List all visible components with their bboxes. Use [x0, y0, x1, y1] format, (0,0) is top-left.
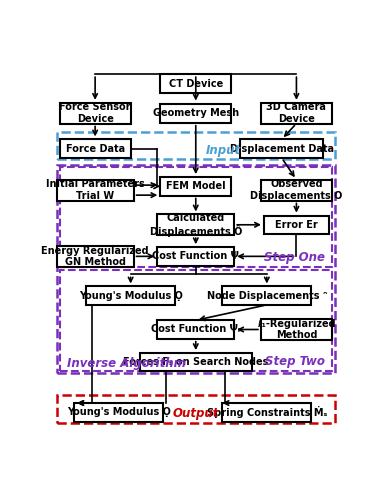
Text: FEM Model: FEM Model [166, 182, 226, 192]
Text: CT Device: CT Device [168, 79, 223, 89]
FancyBboxPatch shape [60, 102, 131, 124]
FancyBboxPatch shape [222, 403, 311, 421]
FancyBboxPatch shape [139, 353, 252, 372]
FancyBboxPatch shape [60, 140, 131, 158]
Text: Geometry Mesh: Geometry Mesh [153, 108, 239, 118]
Text: Node Displacements ᵔ: Node Displacements ᵔ [207, 290, 327, 300]
Text: Force Data: Force Data [66, 144, 125, 154]
Text: Cost Function Ψₗ: Cost Function Ψₗ [151, 324, 240, 334]
FancyBboxPatch shape [264, 216, 329, 234]
Text: Initial Parameters
Trial W: Initial Parameters Trial W [46, 180, 144, 201]
Text: Force Sensor
Device: Force Sensor Device [59, 102, 131, 124]
FancyBboxPatch shape [157, 214, 234, 235]
Text: Young's Modulus Ọ: Young's Modulus Ọ [67, 408, 171, 418]
FancyBboxPatch shape [157, 320, 234, 338]
Text: Displacement Data: Displacement Data [230, 144, 333, 154]
Text: Error Er: Error Er [275, 220, 318, 230]
Text: 3D Camera
Device: 3D Camera Device [267, 102, 326, 124]
Text: Observed
Displacements O: Observed Displacements O [250, 180, 343, 201]
FancyBboxPatch shape [160, 104, 231, 123]
Text: Input: Input [206, 144, 241, 156]
FancyBboxPatch shape [57, 180, 134, 201]
FancyBboxPatch shape [160, 74, 231, 94]
Text: Young's Modulus Ọ: Young's Modulus Ọ [79, 290, 183, 300]
Text: ℓ₁-Regularized
Method: ℓ₁-Regularized Method [257, 318, 336, 340]
FancyBboxPatch shape [261, 319, 332, 340]
Text: Cost Function Ψ: Cost Function Ψ [152, 252, 239, 262]
FancyBboxPatch shape [160, 177, 231, 196]
Text: Forces Fₛ on Search Nodes: Forces Fₛ on Search Nodes [123, 357, 269, 367]
FancyBboxPatch shape [86, 286, 175, 305]
Text: Calculated
Displacements Ô: Calculated Displacements Ô [150, 213, 242, 237]
FancyBboxPatch shape [222, 286, 311, 305]
Text: Spring Constraints Ṁₛ: Spring Constraints Ṁₛ [207, 406, 327, 418]
Text: Output: Output [173, 407, 219, 420]
FancyBboxPatch shape [157, 247, 234, 266]
Text: Step Two: Step Two [265, 356, 325, 368]
Text: Step One: Step One [264, 252, 325, 264]
FancyBboxPatch shape [57, 246, 134, 266]
Text: Energy Regularized
GN Method: Energy Regularized GN Method [41, 246, 149, 267]
FancyBboxPatch shape [261, 180, 332, 201]
Text: Inverse Algorithm: Inverse Algorithm [67, 357, 186, 370]
FancyBboxPatch shape [240, 140, 323, 158]
FancyBboxPatch shape [74, 403, 163, 421]
FancyBboxPatch shape [261, 102, 332, 124]
